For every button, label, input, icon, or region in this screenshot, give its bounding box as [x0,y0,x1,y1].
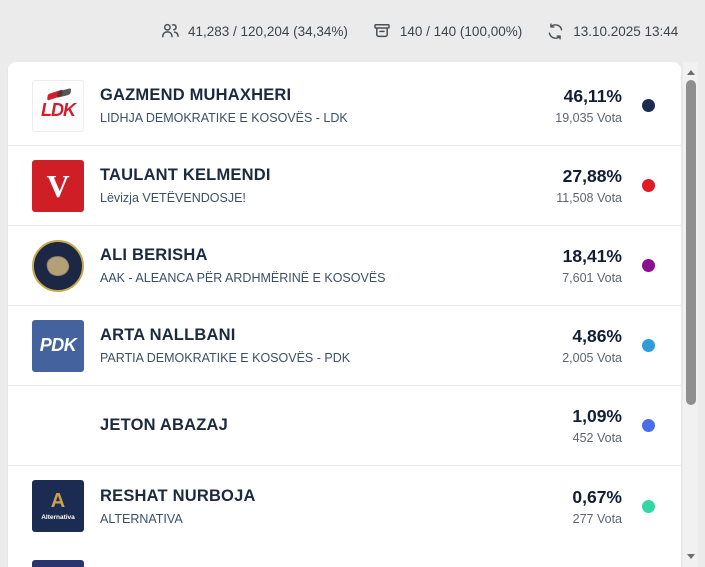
party-color-dot [642,339,655,352]
results-card: LDK GAZMEND MUHAXHERI LIDHJA DEMOKRATIKE… [8,62,681,567]
party-color-dot [642,259,655,272]
ldk-eagle-swoosh-icon [46,87,73,101]
candidate-name: ARTA NALLBANI [100,326,236,344]
candidate-list: LDK GAZMEND MUHAXHERI LIDHJA DEMOKRATIKE… [8,66,681,546]
vote-count: 277 Vota [572,511,622,526]
candidate-result: 4,86% 2,005 Vota [507,326,622,365]
candidate-row[interactable]: LDK GAZMEND MUHAXHERI LIDHJA DEMOKRATIKE… [8,66,681,146]
candidate-info: RESHAT NURBOJA ALTERNATIVA [100,487,507,526]
last-updated-value: 13.10.2025 13:44 [573,23,679,39]
candidate-result: 27,88% 11,508 Vota [507,166,622,205]
party-color-dot [642,179,655,192]
voters-icon [160,21,180,41]
party-logo-text: PDK [39,335,77,355]
candidate-result: 1,09% 452 Vota [507,406,622,445]
scroll-up-arrow[interactable] [683,65,698,80]
scrollbar-thumb[interactable] [685,80,696,405]
candidate-result: 0,67% 277 Vota [507,487,622,526]
party-logo-text: V [46,167,70,204]
updated-stat: 13.10.2025 13:44 [546,22,678,41]
party-color-dot [642,99,655,112]
party-logo [32,239,84,292]
ballot-box-icon [372,21,392,41]
stations-stat: 140 / 140 (100,00%) [372,21,522,41]
vote-count: 2,005 Vota [562,351,622,365]
candidate-row[interactable]: A Alternativa RESHAT NURBOJA ALTERNATIVA… [8,466,681,546]
party-color-dot [642,419,655,432]
stations-value: 140 / 140 (100,00%) [399,23,523,39]
candidate-name: RESHAT NURBOJA [100,486,256,505]
vote-count: 452 Vota [572,431,622,445]
vote-count: 11,508 Vota [556,191,622,205]
party-logo-text: A [50,490,66,512]
party-logo-text: LDK [41,100,76,120]
candidate-name: ALI BERISHA [100,246,208,264]
vote-count: 19,035 Vota [555,111,622,125]
candidate-name: TAULANT KELMENDI [100,166,271,184]
party-logo: PDK [32,319,84,372]
candidate-name: JETON ABAZAJ [100,416,229,434]
party-name: LIDHJA DEMOKRATIKE E KOSOVËS - LDK [100,111,348,125]
turnout-value: 41,283 / 120,204 (34,34%) [188,23,348,39]
party-name: AAK - ALEANCA PËR ARDHMËRINË E KOSOVËS [100,271,386,285]
candidate-info: JETON ABAZAJ [100,416,507,435]
vote-percentage: 4,86% [572,326,622,346]
candidate-row[interactable]: ALI BERISHA AAK - ALEANCA PËR ARDHMËRINË… [8,226,681,306]
turnout-stat: 41,283 / 120,204 (34,34%) [160,21,348,41]
party-name: PARTIA DEMOKRATIKE E KOSOVËS - PDK [100,351,351,365]
vote-percentage: 46,11% [563,86,622,106]
vote-percentage: 1,09% [572,406,622,426]
party-color-dot [642,499,655,513]
party-logo: LDK [32,79,84,132]
candidate-row[interactable]: JETON ABAZAJ 1,09% 452 Vota [8,386,681,466]
candidate-row[interactable]: PDK ARTA NALLBANI PARTIA DEMOKRATIKE E K… [8,306,681,386]
candidate-info: TAULANT KELMENDI Lëvizja VETËVENDOSJE! [100,166,507,205]
triangle-down-icon [686,554,695,559]
candidate-result: 18,41% 7,601 Vota [507,246,622,285]
refresh-icon[interactable] [546,22,565,41]
candidate-result: 46,11% 19,035 Vota [507,86,622,125]
stats-bar: 41,283 / 120,204 (34,34%) 140 / 140 (100… [0,0,705,62]
party-name: ALTERNATIVA [100,511,183,526]
scrollbar[interactable] [683,62,698,567]
party-name: Lëvizja VETËVENDOSJE! [100,191,246,205]
party-logo: V [32,159,84,212]
scroll-down-arrow[interactable] [683,549,698,564]
candidate-info: ALI BERISHA AAK - ALEANCA PËR ARDHMËRINË… [100,246,507,285]
aak-emblem-map-shape [45,253,71,278]
candidate-name: GAZMEND MUHAXHERI [100,86,292,104]
candidate-info: ARTA NALLBANI PARTIA DEMOKRATIKE E KOSOV… [100,326,507,365]
vote-percentage: 18,41% [562,246,622,266]
vote-count: 7,601 Vota [562,271,622,285]
triangle-up-icon [686,70,695,75]
candidate-row[interactable]: V TAULANT KELMENDI Lëvizja VETËVENDOSJE!… [8,146,681,226]
party-logo: A Alternativa [32,480,84,532]
party-logo [32,560,84,567]
partial-next-row[interactable] [8,546,681,567]
vote-percentage: 27,88% [562,166,622,186]
party-logo-subtext: Alternativa [41,514,75,521]
vote-percentage: 0,67% [572,486,622,507]
candidate-info: GAZMEND MUHAXHERI LIDHJA DEMOKRATIKE E K… [100,86,507,125]
